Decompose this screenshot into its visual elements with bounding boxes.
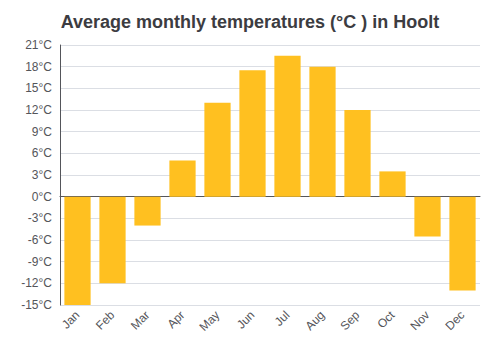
svg-text:9°C: 9°C: [32, 125, 52, 139]
svg-text:12°C: 12°C: [25, 103, 52, 117]
svg-text:Feb: Feb: [93, 308, 118, 333]
svg-text:Jun: Jun: [234, 308, 258, 332]
svg-text:-3°C: -3°C: [28, 211, 52, 225]
svg-text:Sep: Sep: [337, 308, 362, 333]
svg-text:May: May: [197, 308, 223, 334]
svg-text:0°C: 0°C: [32, 190, 52, 204]
svg-text:6°C: 6°C: [32, 146, 52, 160]
svg-text:18°C: 18°C: [25, 60, 52, 74]
svg-text:Aug: Aug: [302, 308, 327, 333]
svg-text:Apr: Apr: [164, 308, 187, 331]
svg-text:Average monthly temperatures (: Average monthly temperatures (°C ) in Ho…: [61, 12, 440, 32]
svg-text:-15°C: -15°C: [21, 298, 52, 312]
svg-text:3°C: 3°C: [32, 168, 52, 182]
svg-text:Jul: Jul: [272, 308, 293, 329]
svg-text:15°C: 15°C: [25, 81, 52, 95]
svg-text:Nov: Nov: [407, 308, 432, 333]
svg-text:-12°C: -12°C: [21, 276, 52, 290]
svg-text:Oct: Oct: [374, 308, 398, 332]
svg-text:-6°C: -6°C: [28, 233, 52, 247]
svg-text:Mar: Mar: [128, 308, 153, 332]
svg-text:Jan: Jan: [59, 308, 83, 332]
svg-text:21°C: 21°C: [25, 38, 52, 52]
svg-text:-9°C: -9°C: [28, 255, 52, 269]
svg-text:Dec: Dec: [442, 308, 467, 333]
